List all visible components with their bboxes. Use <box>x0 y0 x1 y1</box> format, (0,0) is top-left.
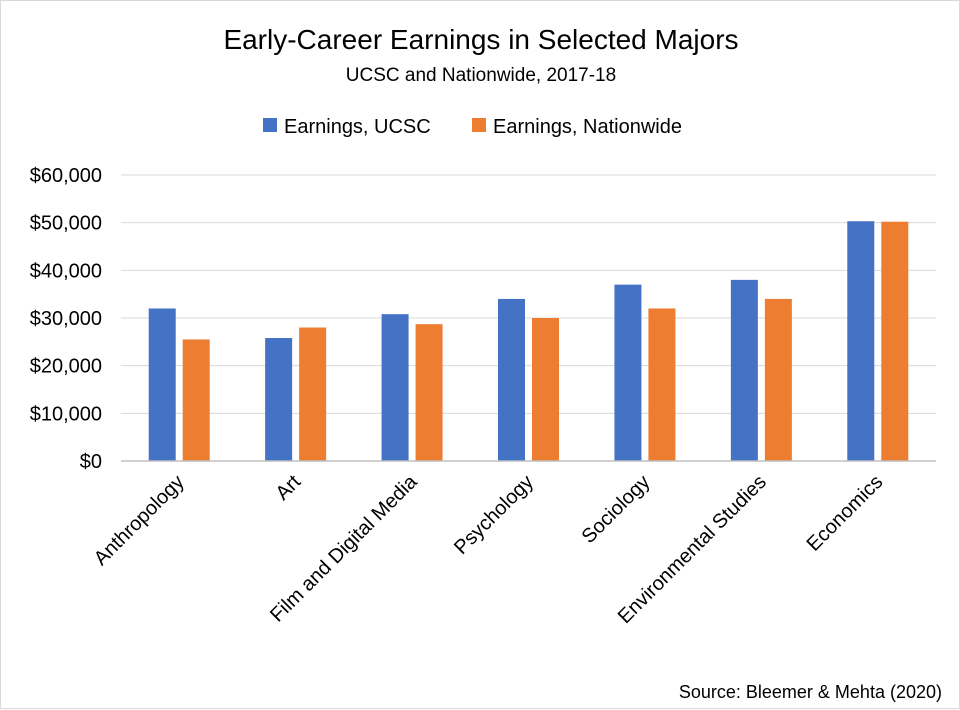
bar-ucsc <box>614 284 642 461</box>
bar-nationwide <box>881 221 909 461</box>
y-tick-label: $50,000 <box>30 213 102 235</box>
legend-swatch-ucsc <box>263 118 277 132</box>
bar-nationwide <box>532 318 559 461</box>
bars <box>148 221 909 461</box>
y-tick-label: $20,000 <box>30 356 102 378</box>
bar-nationwide <box>182 339 210 461</box>
legend-label-ucsc: Earnings, UCSC <box>284 116 431 138</box>
bar-nationwide <box>764 298 792 461</box>
source-note: Source: Bleemer & Mehta (2020) <box>679 682 942 702</box>
legend-swatch-nationwide <box>472 118 486 132</box>
y-tick-label: $10,000 <box>30 403 102 425</box>
y-axis-ticks: $0 $10,000 $20,000 $30,000 $40,000 $50,000 $60… <box>30 165 102 473</box>
y-tick-label: $40,000 <box>30 260 102 282</box>
chart-title: Early-Career Earnings in Selected Majors <box>223 24 738 55</box>
y-tick-label: $60,000 <box>30 165 102 187</box>
bar-ucsc <box>730 279 758 461</box>
bar-ucsc <box>265 338 293 461</box>
bar-ucsc <box>847 221 875 461</box>
bar-nationwide <box>415 324 443 461</box>
gridlines <box>121 174 936 414</box>
x-tick-label: Economics <box>803 471 888 556</box>
y-tick-label: $30,000 <box>30 308 102 330</box>
legend-label-nationwide: Earnings, Nationwide <box>493 116 682 138</box>
x-tick-label: Anthropology <box>90 471 189 570</box>
x-tick-label: Art <box>272 471 306 505</box>
legend: Earnings, UCSC Earnings, Nationwide <box>263 116 682 138</box>
bar-ucsc <box>498 298 525 461</box>
bar-nationwide <box>648 308 676 461</box>
bar-nationwide <box>299 327 327 461</box>
x-tick-label: Psychology <box>450 471 538 559</box>
x-tick-label: Sociology <box>578 471 655 548</box>
chart-subtitle: UCSC and Nationwide, 2017-18 <box>346 65 616 86</box>
bar-ucsc <box>381 314 409 461</box>
y-tick-label: $0 <box>80 451 102 473</box>
bar-ucsc <box>148 308 176 461</box>
